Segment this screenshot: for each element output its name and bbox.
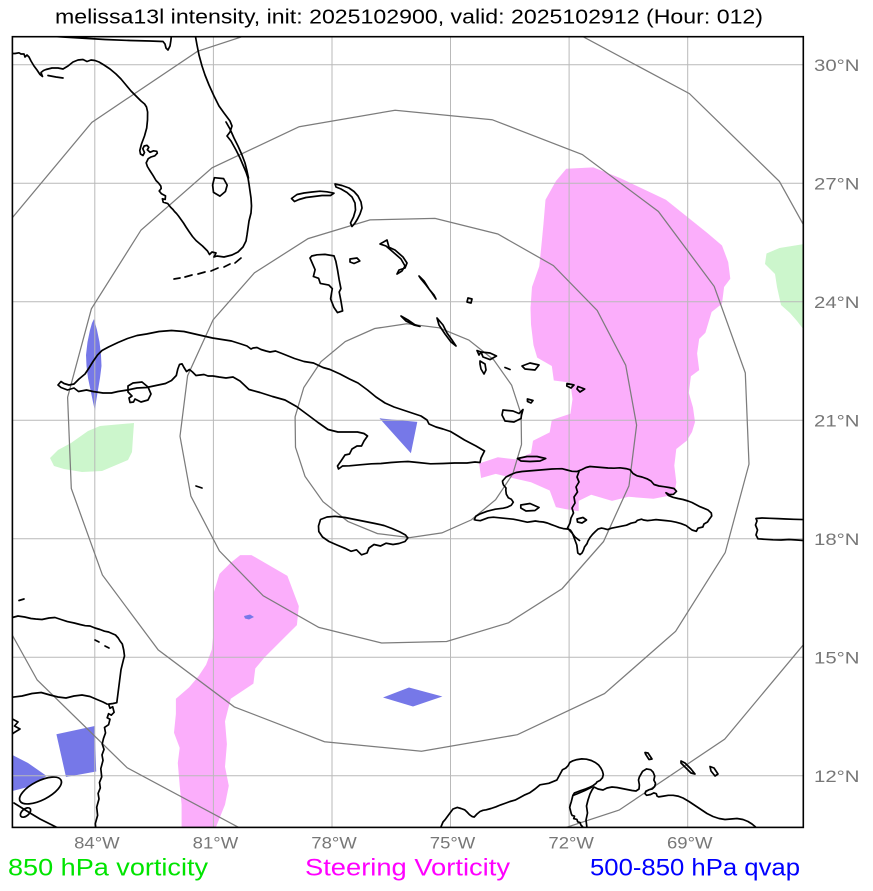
svg-text:78°W: 78°W [311, 834, 357, 853]
svg-text:27°N: 27°N [814, 174, 860, 193]
svg-text:18°N: 18°N [814, 530, 860, 549]
svg-text:72°W: 72°W [548, 834, 594, 853]
svg-text:melissa13l intensity, init: 20: melissa13l intensity, init: 2025102900, … [55, 7, 763, 29]
svg-text:84°W: 84°W [74, 834, 120, 853]
svg-text:24°N: 24°N [814, 293, 860, 312]
svg-text:69°W: 69°W [667, 834, 713, 853]
svg-text:15°N: 15°N [814, 648, 860, 667]
svg-text:500-850 hPa qvap: 500-850 hPa qvap [590, 855, 800, 882]
svg-text:81°W: 81°W [193, 834, 239, 853]
svg-text:30°N: 30°N [814, 56, 860, 75]
svg-text:12°N: 12°N [814, 767, 860, 786]
svg-text:850 hPa vorticity: 850 hPa vorticity [8, 855, 208, 882]
svg-text:Steering Vorticity: Steering Vorticity [305, 855, 510, 882]
svg-text:21°N: 21°N [814, 411, 860, 430]
svg-text:75°W: 75°W [430, 834, 476, 853]
